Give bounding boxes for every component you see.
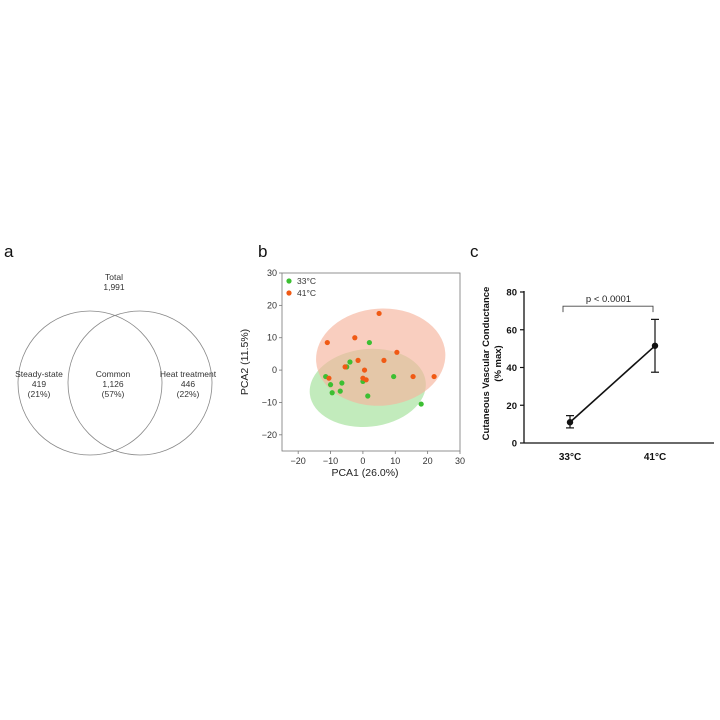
y-tick-label: 60 [506,325,517,336]
y-tick-label: 30 [267,268,277,278]
venn-common-pct: (57%) [102,389,125,399]
panel-a-letter: a [4,242,14,261]
panel-b-letter: b [258,242,268,261]
y-tick-label: −20 [262,430,277,440]
panel-b: b −20 −10 0 10 20 30 −20 −10 0 10 20 30 PCA1 (26.0%)… [236,240,466,480]
point-41c [381,357,387,363]
y-tick-label: 0 [512,439,517,450]
point-41c [431,373,437,380]
venn-heat-treatment-name: Heat treatment [160,369,217,379]
legend-label-33c: 33°C [297,276,316,286]
point-41c [410,373,416,380]
point-33c [391,373,397,380]
x-axis-label: PCA1 (26.0%) [331,467,398,479]
plot-frame [281,272,461,452]
venn-diagram: Total 1,991 Steady-state 419 (21%) Commo… [15,272,217,456]
venn-steady-state-name: Steady-state [15,369,63,379]
panel-c: c 0 20 40 60 80 33°C 41°C Cutaneous Vascular Co… [468,240,720,480]
data-point [651,342,659,349]
y-axis-label: PCA2 (11.5%) [239,329,251,395]
series-line [569,345,656,423]
x-tick-label: 30 [455,456,465,466]
y-tick-label: 20 [267,300,277,310]
point-41c [355,357,361,363]
point-41c [376,310,382,317]
point-33c [418,401,424,407]
y-tick-label: 80 [506,288,517,299]
y-tick-label: 40 [506,363,517,374]
x-tick-label: −10 [323,456,338,466]
x-tick-label: −20 [291,456,306,466]
legend-marker-33c [286,278,292,284]
x-tick-label: 20 [423,456,433,466]
x-tick-label: 10 [390,456,400,466]
point-33c [327,382,334,388]
venn-total-value: 1,991 [103,282,125,292]
y-tick-label: −10 [262,397,277,407]
x-tick-label: 41°C [644,452,666,463]
legend-marker-41c [286,290,292,296]
point-33c [329,390,335,396]
venn-heat-treatment-count: 446 [181,379,195,389]
panel-c-letter: c [470,242,479,261]
cvc-line-chart: 0 20 40 60 80 33°C 41°C Cutaneous Vascular Cond… [481,287,714,463]
significance-label: p < 0.0001 [586,294,631,305]
ellipse-41c [316,308,446,406]
y-tick-label: 20 [506,401,517,412]
pca-scatter-plot: −20 −10 0 10 20 30 −20 −10 0 10 20 30 PCA1 (26.0%) PC… [239,268,465,479]
point-33c [347,359,353,365]
y-tick-label: 10 [267,333,277,343]
venn-total-label: Total [105,272,123,282]
point-33c [366,339,372,346]
point-41c [363,377,369,383]
legend-label-41c: 41°C [297,288,316,298]
point-41c [324,339,330,346]
venn-circle-steady-state [17,310,163,456]
point-33c [337,388,343,394]
venn-common-count: 1,126 [102,379,124,389]
point-41c [352,335,358,341]
x-tick-label: 0 [360,456,365,466]
y-axis-label-line1: Cutaneous Vascular Conductance [481,287,492,441]
venn-steady-state-count: 419 [32,379,46,389]
x-tick-label: 33°C [559,452,581,463]
y-tick-label: 0 [272,365,277,375]
panel-a: a Total 1,991 Steady-state 419 (21%) Com… [0,240,240,470]
point-33c [365,393,371,399]
y-axis-label-line2: (% max) [493,345,504,381]
point-41c [394,349,400,355]
point-41c [326,375,332,381]
venn-steady-state-pct: (21%) [28,389,51,399]
point-41c [342,364,348,370]
venn-heat-treatment-pct: (22%) [177,389,200,399]
point-33c [339,380,345,386]
significance-bracket [562,305,654,313]
point-41c [361,367,368,373]
data-point [566,419,574,426]
venn-common-name: Common [96,369,131,379]
venn-circle-heat-treatment [67,310,213,456]
